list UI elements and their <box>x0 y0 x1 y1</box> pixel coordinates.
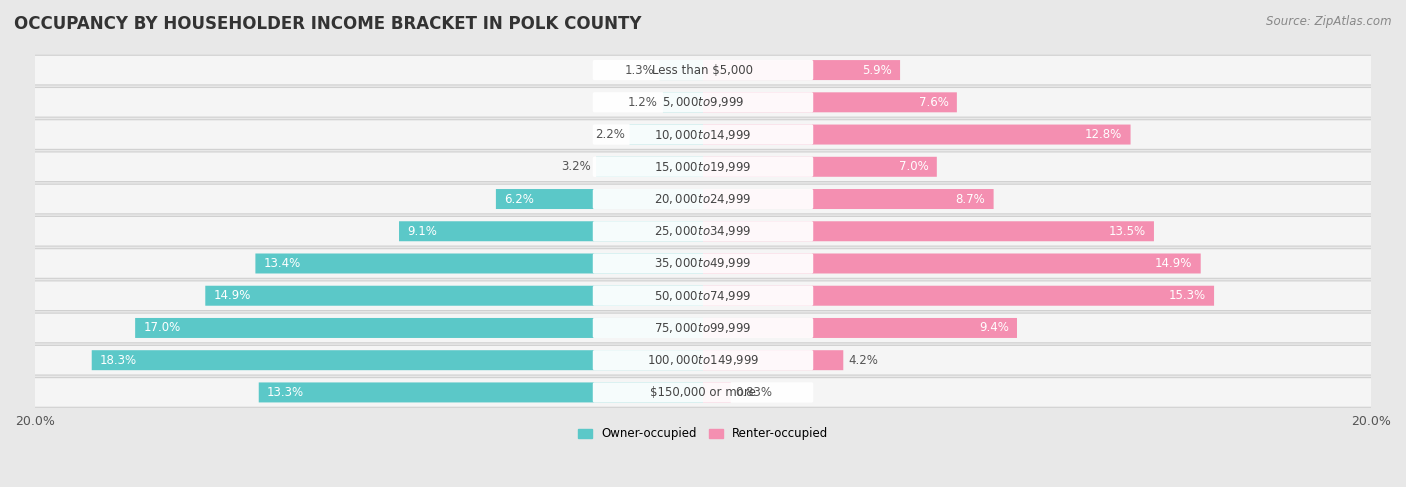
Text: 6.2%: 6.2% <box>505 192 534 206</box>
Text: 12.8%: 12.8% <box>1085 128 1122 141</box>
Text: 1.3%: 1.3% <box>624 64 655 76</box>
FancyBboxPatch shape <box>659 60 703 80</box>
FancyBboxPatch shape <box>34 216 1372 246</box>
FancyBboxPatch shape <box>593 350 813 370</box>
Text: 15.3%: 15.3% <box>1168 289 1206 302</box>
FancyBboxPatch shape <box>91 350 703 370</box>
Text: 1.2%: 1.2% <box>628 96 658 109</box>
FancyBboxPatch shape <box>34 120 1372 150</box>
Text: 14.9%: 14.9% <box>1154 257 1192 270</box>
FancyBboxPatch shape <box>703 125 1130 145</box>
Text: $50,000 to $74,999: $50,000 to $74,999 <box>654 289 752 303</box>
FancyBboxPatch shape <box>596 157 703 177</box>
FancyBboxPatch shape <box>703 60 900 80</box>
FancyBboxPatch shape <box>703 189 994 209</box>
FancyBboxPatch shape <box>703 254 1201 274</box>
FancyBboxPatch shape <box>703 350 844 370</box>
FancyBboxPatch shape <box>34 377 1372 407</box>
Text: 13.3%: 13.3% <box>267 386 304 399</box>
Text: 7.0%: 7.0% <box>898 160 928 173</box>
Text: 8.7%: 8.7% <box>956 192 986 206</box>
FancyBboxPatch shape <box>703 157 936 177</box>
FancyBboxPatch shape <box>496 189 703 209</box>
Text: 4.2%: 4.2% <box>848 354 879 367</box>
FancyBboxPatch shape <box>593 125 813 145</box>
Text: $25,000 to $34,999: $25,000 to $34,999 <box>654 224 752 238</box>
FancyBboxPatch shape <box>34 313 1372 343</box>
Text: Source: ZipAtlas.com: Source: ZipAtlas.com <box>1267 15 1392 28</box>
Text: $10,000 to $14,999: $10,000 to $14,999 <box>654 128 752 142</box>
Text: 3.2%: 3.2% <box>561 160 591 173</box>
FancyBboxPatch shape <box>205 286 703 306</box>
Text: OCCUPANCY BY HOUSEHOLDER INCOME BRACKET IN POLK COUNTY: OCCUPANCY BY HOUSEHOLDER INCOME BRACKET … <box>14 15 641 33</box>
Text: 13.5%: 13.5% <box>1108 225 1146 238</box>
Text: 0.83%: 0.83% <box>735 386 773 399</box>
FancyBboxPatch shape <box>593 318 813 338</box>
Text: $150,000 or more: $150,000 or more <box>650 386 756 399</box>
Text: $15,000 to $19,999: $15,000 to $19,999 <box>654 160 752 174</box>
FancyBboxPatch shape <box>703 93 957 112</box>
Text: 5.9%: 5.9% <box>862 64 891 76</box>
FancyBboxPatch shape <box>662 93 703 112</box>
Text: 17.0%: 17.0% <box>143 321 181 335</box>
Text: 2.2%: 2.2% <box>595 128 624 141</box>
Text: 7.6%: 7.6% <box>918 96 949 109</box>
Text: 13.4%: 13.4% <box>264 257 301 270</box>
FancyBboxPatch shape <box>703 221 1154 241</box>
Text: 14.9%: 14.9% <box>214 289 252 302</box>
Legend: Owner-occupied, Renter-occupied: Owner-occupied, Renter-occupied <box>572 423 834 445</box>
FancyBboxPatch shape <box>703 286 1213 306</box>
Text: 18.3%: 18.3% <box>100 354 138 367</box>
Text: Less than $5,000: Less than $5,000 <box>652 64 754 76</box>
FancyBboxPatch shape <box>593 382 813 403</box>
FancyBboxPatch shape <box>593 189 813 209</box>
Text: $75,000 to $99,999: $75,000 to $99,999 <box>654 321 752 335</box>
Text: $35,000 to $49,999: $35,000 to $49,999 <box>654 257 752 270</box>
FancyBboxPatch shape <box>34 345 1372 375</box>
FancyBboxPatch shape <box>593 60 813 80</box>
Text: $5,000 to $9,999: $5,000 to $9,999 <box>662 95 744 109</box>
FancyBboxPatch shape <box>593 221 813 242</box>
FancyBboxPatch shape <box>34 152 1372 182</box>
Text: $100,000 to $149,999: $100,000 to $149,999 <box>647 353 759 367</box>
FancyBboxPatch shape <box>34 184 1372 214</box>
FancyBboxPatch shape <box>34 249 1372 279</box>
Text: 9.4%: 9.4% <box>979 321 1008 335</box>
FancyBboxPatch shape <box>593 285 813 306</box>
FancyBboxPatch shape <box>259 382 703 402</box>
FancyBboxPatch shape <box>34 88 1372 117</box>
FancyBboxPatch shape <box>135 318 703 338</box>
FancyBboxPatch shape <box>399 221 703 241</box>
FancyBboxPatch shape <box>703 318 1017 338</box>
FancyBboxPatch shape <box>593 253 813 274</box>
Text: 9.1%: 9.1% <box>408 225 437 238</box>
Text: $20,000 to $24,999: $20,000 to $24,999 <box>654 192 752 206</box>
FancyBboxPatch shape <box>593 157 813 177</box>
FancyBboxPatch shape <box>630 125 703 145</box>
FancyBboxPatch shape <box>34 281 1372 311</box>
FancyBboxPatch shape <box>593 92 813 112</box>
FancyBboxPatch shape <box>703 382 731 402</box>
FancyBboxPatch shape <box>34 55 1372 85</box>
FancyBboxPatch shape <box>256 254 703 274</box>
